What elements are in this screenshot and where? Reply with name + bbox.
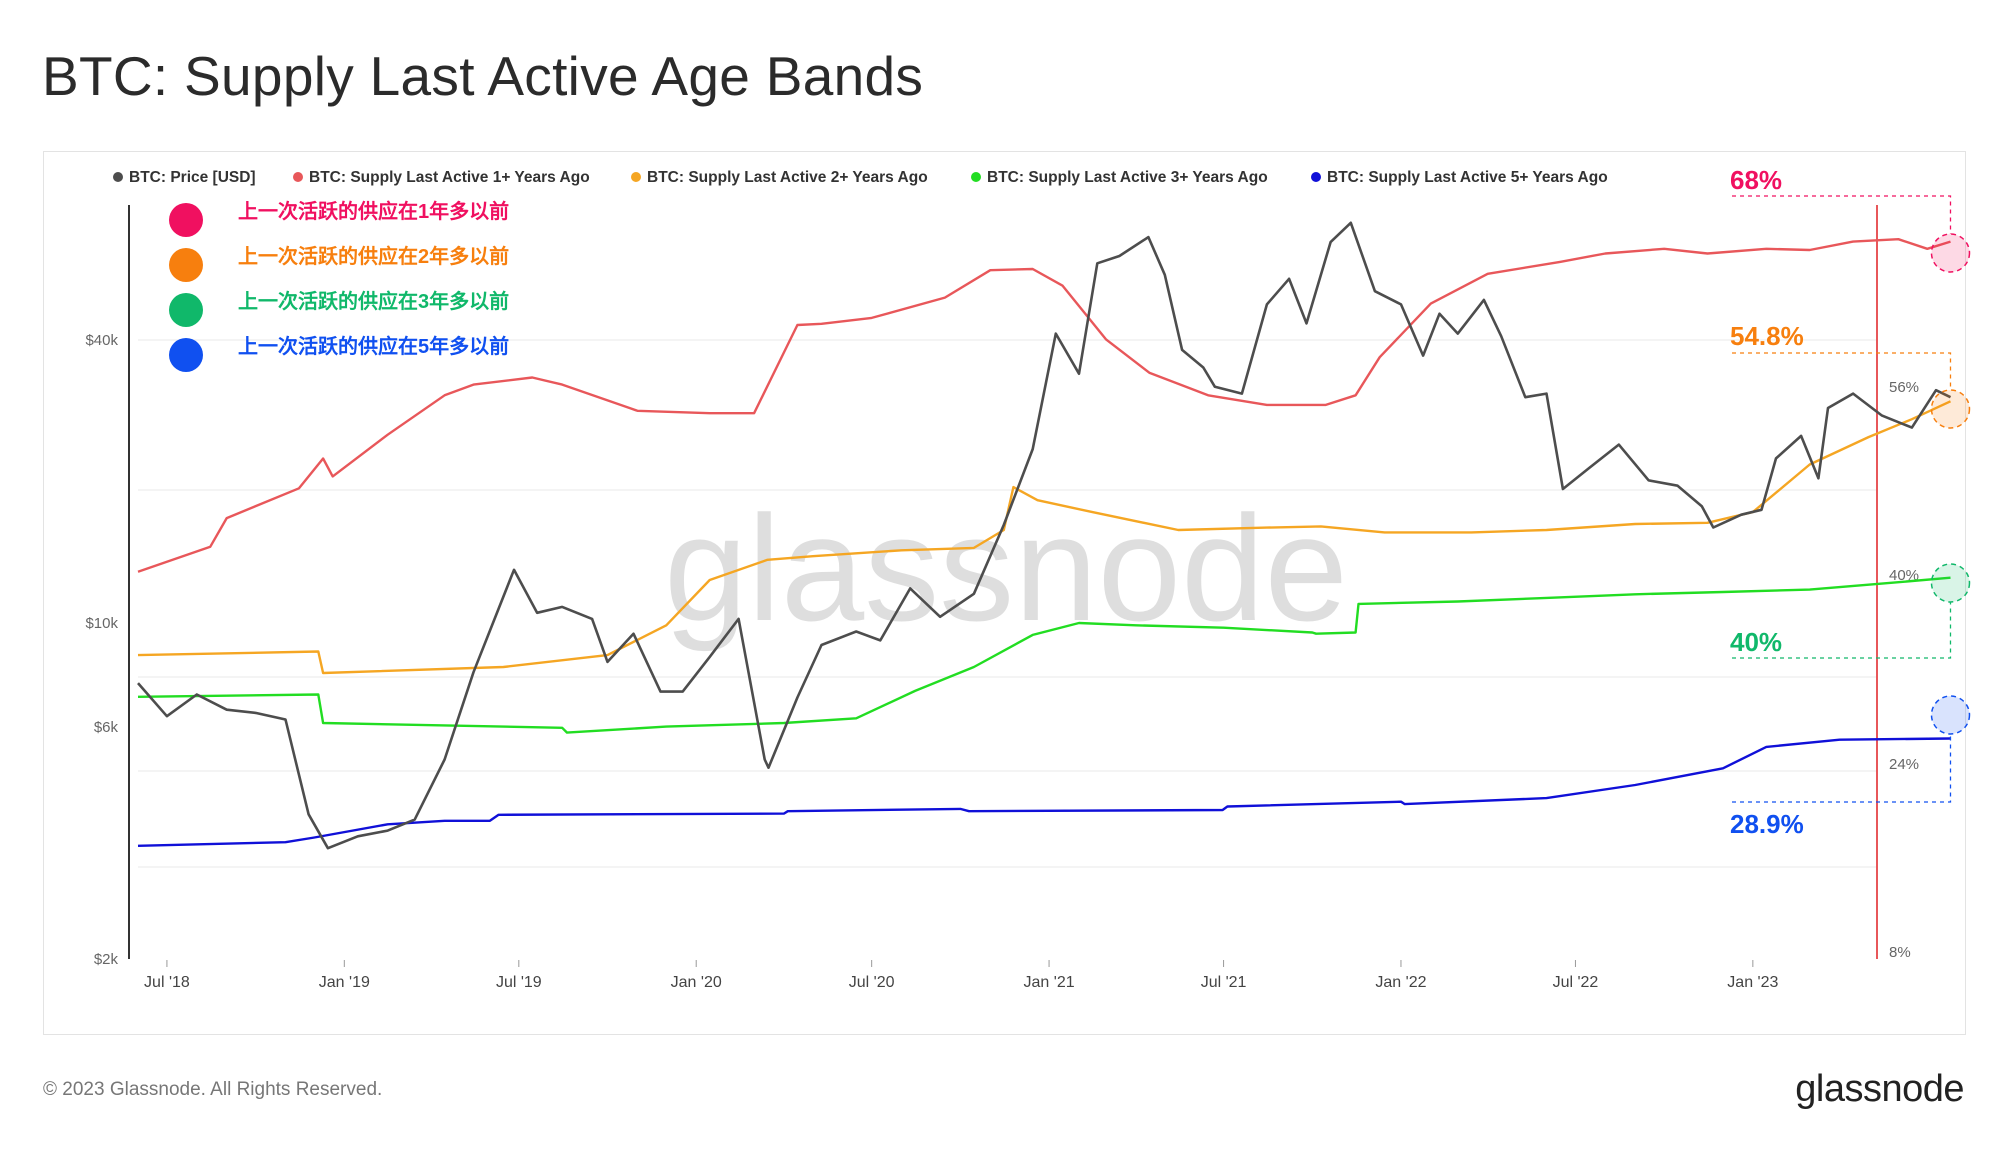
legend-label: BTC: Supply Last Active 2+ Years Ago: [647, 169, 928, 186]
callout-leader: [1732, 352, 1952, 390]
legend-marker: [293, 172, 303, 182]
x-tick-label: Jul '19: [496, 974, 542, 991]
callout-circle: [1930, 695, 1971, 735]
callout-leader: [1732, 602, 1952, 659]
callout-circle: [1930, 389, 1971, 429]
chart-title: BTC: Supply Last Active Age Bands: [42, 45, 924, 107]
legend-marker: [631, 172, 641, 182]
callout-leader: [1732, 734, 1952, 803]
annotation-label: 上一次活跃的供应在1年多以前: [238, 199, 509, 223]
x-tick-label: Jan '20: [671, 974, 722, 991]
annotation-marker: [169, 293, 203, 327]
x-tick-label: Jan '21: [1024, 974, 1075, 991]
y-right-tick-label: 40%: [1889, 567, 1919, 584]
annotation-label: 上一次活跃的供应在5年多以前: [238, 334, 509, 358]
legend-marker: [1311, 172, 1321, 182]
annotation-legend: 上一次活跃的供应在1年多以前上一次活跃的供应在2年多以前上一次活跃的供应在3年多…: [169, 199, 509, 372]
x-tick-label: Jul '21: [1201, 974, 1247, 991]
supply-5y-line: [137, 737, 1951, 847]
supply-3y-line: [137, 576, 1951, 734]
chart-legend: BTC: Price [USD] BTC: Supply Last Active …: [113, 169, 1608, 186]
y-left-tick-label: $6k: [94, 719, 119, 736]
callouts: 68% 54.8% 40% 28.9%: [1730, 165, 1971, 839]
y-right-tick-label: 56%: [1889, 379, 1919, 396]
callout-label: 40%: [1730, 627, 1782, 657]
copyright: © 2023 Glassnode. All Rights Reserved.: [43, 1079, 383, 1100]
callout-label: 28.9%: [1730, 809, 1804, 839]
x-tick-label: Jan '19: [319, 974, 370, 991]
annotation-label: 上一次活跃的供应在2年多以前: [238, 244, 509, 268]
callout-label: 54.8%: [1730, 321, 1804, 351]
annotation-marker: [169, 338, 203, 372]
y-left-tick-label: $40k: [85, 332, 118, 349]
series-lines: [137, 221, 1952, 850]
x-tick-label: Jan '23: [1727, 974, 1778, 991]
gridlines: [138, 339, 1877, 868]
brand-logo: glassnode: [1795, 1068, 1964, 1110]
annotation-marker: [169, 203, 203, 237]
callout-circle: [1930, 563, 1971, 603]
y-right-tick-label: 24%: [1889, 756, 1919, 773]
supply-1y-line: [137, 237, 1951, 573]
callout-circle: [1930, 233, 1971, 273]
chart-frame: [43, 151, 1966, 1035]
callout-leader: [1732, 195, 1952, 234]
legend-label: BTC: Supply Last Active 3+ Years Ago: [987, 169, 1268, 186]
x-tick-label: Jul '22: [1553, 974, 1599, 991]
legend-label: BTC: Supply Last Active 5+ Years Ago: [1327, 169, 1608, 186]
watermark-text: glassnode: [664, 484, 1348, 652]
axes: $40k $10k $6k $2k 56% 40% 24% 8% Jul '18 Jan '19 J…: [85, 205, 1919, 991]
y-left-tick-label: $2k: [94, 951, 119, 968]
x-tick-label: Jan '22: [1375, 974, 1426, 991]
price-line: [137, 221, 1952, 850]
annotation-marker: [169, 248, 203, 282]
y-right-tick-label: 8%: [1889, 944, 1911, 961]
legend-marker: [113, 172, 123, 182]
x-tick-label: Jul '18: [144, 974, 190, 991]
x-tick-label: Jul '20: [849, 974, 895, 991]
callout-label: 68%: [1730, 165, 1782, 195]
legend-label: BTC: Supply Last Active 1+ Years Ago: [309, 169, 590, 186]
legend-marker: [971, 172, 981, 182]
annotation-label: 上一次活跃的供应在3年多以前: [238, 289, 509, 313]
legend-label: BTC: Price [USD]: [129, 169, 256, 186]
y-left-tick-label: $10k: [85, 615, 118, 632]
